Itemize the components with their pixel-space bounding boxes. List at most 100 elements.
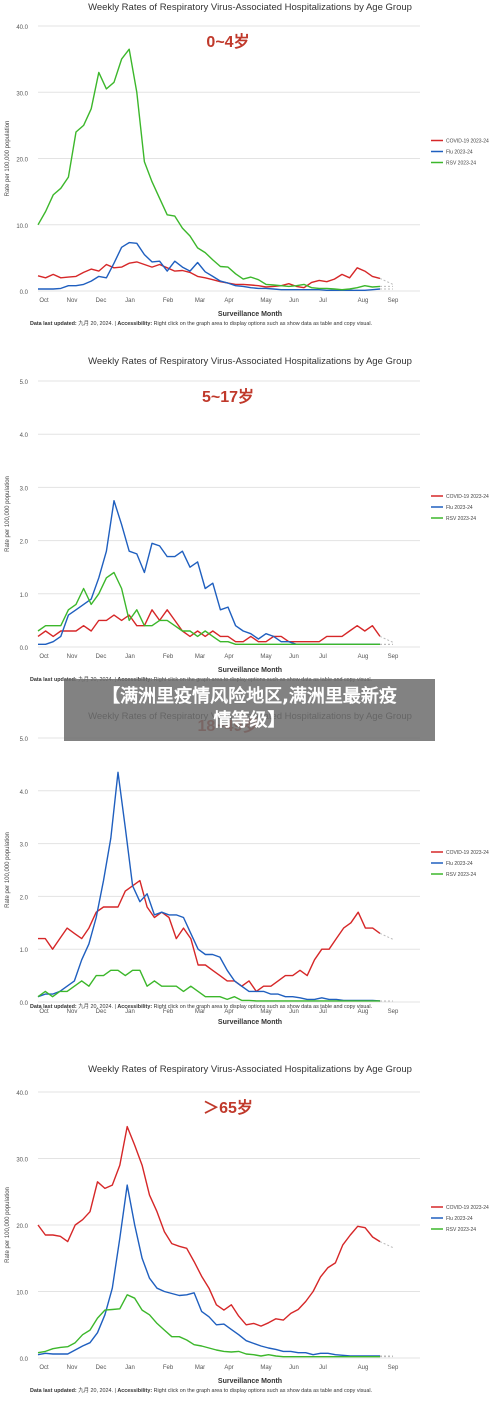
x-tick-label: Apr [224,1009,233,1015]
chart-svg-0-4[interactable]: Weekly Rates of Respiratory Virus-Associ… [0,0,500,340]
y-tick-label: 30.0 [16,91,28,97]
y-tick-label: 20.0 [16,158,28,164]
x-tick-label: Jun [289,298,299,304]
series-line [37,771,381,1002]
article-title-overlay: 【满洲里疫情风险地区,满洲里最新疫 情等级】 [64,679,435,741]
chart-title: Weekly Rates of Respiratory Virus-Associ… [88,1064,412,1075]
x-tick-label: Nov [67,1365,78,1371]
x-tick-label: Jun [289,1009,299,1015]
series-line [38,879,381,993]
series-projection [379,635,394,643]
x-tick-label: May [260,654,271,660]
x-tick-label: Dec [96,298,107,304]
legend-label: RSV 2023-24 [446,872,476,878]
x-axis-label: Surveillance Month [218,1378,282,1385]
legend-label: COVID-19 2023-24 [446,139,489,145]
legend-label: Flu 2023-24 [446,861,473,867]
chart-svg-18-49[interactable]: Weekly Rates of Respiratory Virus-Associ… [0,709,500,1029]
x-tick-label: May [260,298,271,304]
chart-subtitle: ＞65岁 [203,1098,253,1117]
x-tick-label: Jul [319,654,327,660]
chart-panel-65-plus: Weekly Rates of Respiratory Virus-Associ… [0,1062,500,1402]
x-tick-label: Sep [388,1009,399,1015]
x-tick-label: Aug [358,654,369,660]
footnote-part: Data last updated: [30,1004,77,1010]
x-tick-label: Jul [319,298,327,304]
chart-footnote: Data last updated: 九月 20, 2024. | Access… [30,1002,372,1010]
x-tick-label: Jan [125,1365,135,1371]
series-line [37,1125,381,1327]
y-tick-label: 3.0 [20,486,29,492]
legend-label: COVID-19 2023-24 [446,850,489,856]
series-line [37,571,380,645]
footnote-part: Accessibility: [117,1004,152,1010]
y-tick-label: 3.0 [20,843,29,849]
y-axis-label: Rate per 100,000 population [5,832,11,908]
legend-label: RSV 2023-24 [446,516,476,522]
y-tick-label: 2.0 [20,895,29,901]
x-tick-label: Jun [289,1365,299,1371]
series-line [37,48,381,291]
footnote-part: 九月 20, 2024. | [77,319,118,327]
y-tick-label: 4.0 [20,790,29,796]
x-tick-label: Aug [358,1365,369,1371]
x-tick-label: Oct [39,298,49,304]
x-tick-label: Aug [358,1009,369,1015]
series-projection [379,932,394,940]
y-axis-label: Rate per 100,000 population [5,121,11,197]
x-tick-label: Jan [125,654,135,660]
y-tick-label: 40.0 [16,25,28,31]
footnote-part: 九月 20, 2024. | [77,1002,118,1010]
chart-panel-0-4: Weekly Rates of Respiratory Virus-Associ… [0,0,500,340]
x-tick-label: Oct [39,1009,49,1015]
x-tick-label: Feb [163,298,174,304]
x-tick-label: Dec [96,1009,107,1015]
x-tick-label: Jul [319,1365,327,1371]
y-tick-label: 4.0 [20,433,29,439]
x-tick-label: Dec [96,1365,107,1371]
x-tick-label: May [260,1365,271,1371]
x-tick-label: Mar [195,1365,205,1371]
legend-label: RSV 2023-24 [446,1227,476,1233]
overlay-title-line-1: 【满洲里疫情风险地区,满洲里最新疫 [102,686,397,707]
y-axis-label: Rate per 100,000 population [5,1187,11,1263]
chart-title: Weekly Rates of Respiratory Virus-Associ… [88,356,412,367]
overlay-title-line-2: 情等级】 [213,710,286,731]
chart-footnote: Data last updated: 九月 20, 2024. | Access… [30,1386,372,1394]
y-tick-label: 5.0 [20,380,29,386]
x-tick-label: Mar [195,1009,205,1015]
footnote-part: Data last updated: [30,1388,77,1394]
y-tick-label: 30.0 [16,1158,28,1164]
chart-svg-5-17[interactable]: Weekly Rates of Respiratory Virus-Associ… [0,354,500,694]
x-tick-label: Nov [67,1009,78,1015]
legend-label: Flu 2023-24 [446,505,473,511]
x-tick-label: Feb [163,1009,174,1015]
chart-subtitle: 5~17岁 [202,387,254,406]
series-line [37,1294,380,1358]
footnote-part: 九月 20, 2024. | [77,1386,118,1394]
x-tick-label: Feb [163,654,174,660]
y-axis-label: Rate per 100,000 population [5,476,11,552]
chart-svg-65-plus[interactable]: Weekly Rates of Respiratory Virus-Associ… [0,1062,500,1402]
x-tick-label: Jul [319,1009,327,1015]
x-tick-label: Aug [358,298,369,304]
x-tick-label: May [260,1009,271,1015]
footnote-part: Data last updated: [30,677,77,683]
chart-footnote: Data last updated: 九月 20, 2024. | Access… [30,319,372,327]
x-tick-label: Mar [195,654,205,660]
x-tick-label: Feb [163,1365,174,1371]
y-tick-label: 0.0 [20,1001,29,1007]
series-line [37,969,380,1002]
y-tick-label: 1.0 [20,948,29,954]
series-projection [379,1241,394,1249]
y-tick-label: 10.0 [16,224,28,230]
series-projection [379,277,394,285]
x-axis-label: Surveillance Month [218,667,282,674]
legend-label: Flu 2023-24 [446,150,473,156]
series-line [38,499,380,645]
x-axis-label: Surveillance Month [218,1019,282,1026]
footnote-part: Accessibility: [117,1388,152,1394]
x-tick-label: Nov [67,654,78,660]
x-tick-label: Jan [125,1009,135,1015]
footnote-part: Data last updated: [30,321,77,327]
